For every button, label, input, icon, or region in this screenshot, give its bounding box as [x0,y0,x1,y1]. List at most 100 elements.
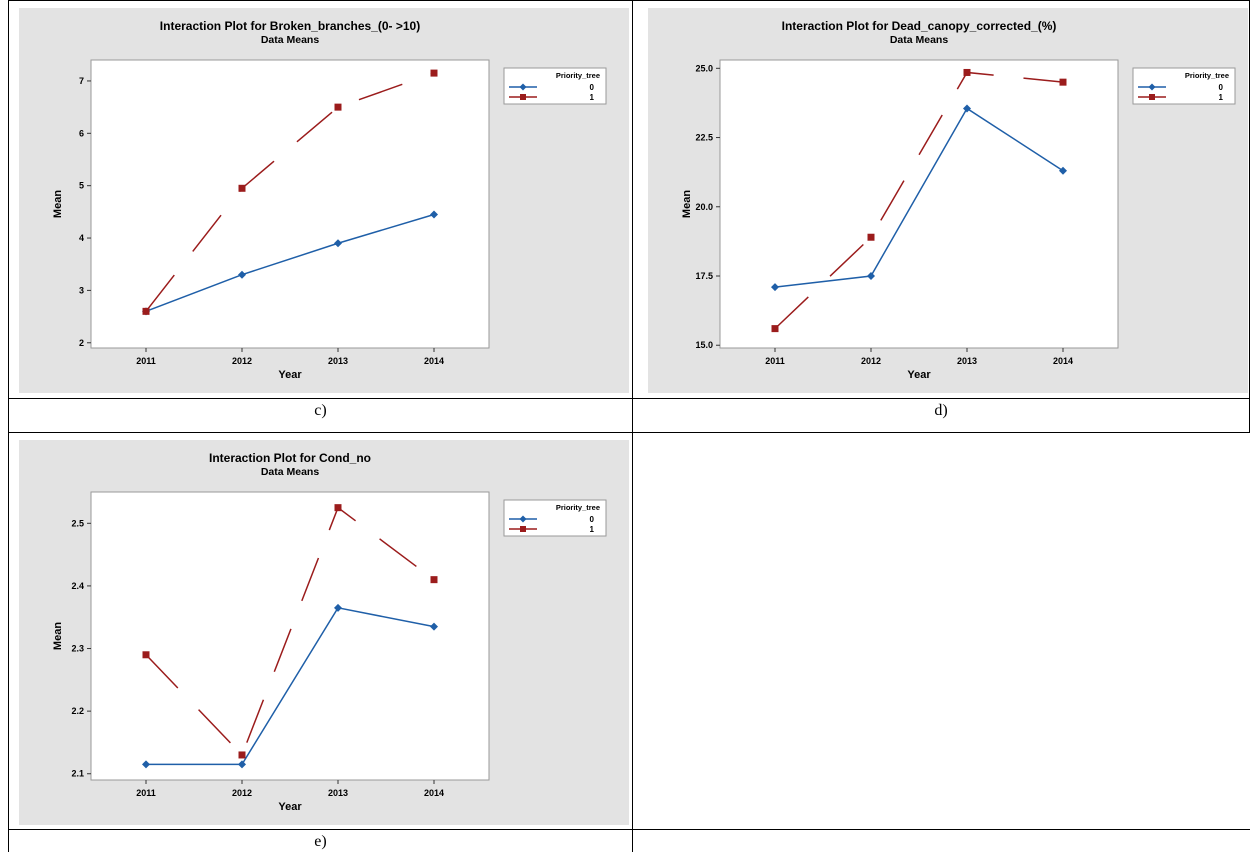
series-line-1 [145,72,435,312]
data-point-1 [142,651,150,659]
plot-area [90,491,490,781]
legend-title: Priority_tree [556,71,600,80]
table-border-middle [632,0,633,852]
data-point-1 [334,504,342,512]
y-tick-label: 7 [79,76,84,86]
data-point-0 [771,283,779,292]
legend-swatch-marker [1149,94,1155,100]
chart-subtitle: Data Means [261,466,320,478]
y-tick-label: 2.5 [71,518,84,528]
chart-title: Interaction Plot for Cond_no [209,451,371,465]
data-point-0 [142,760,150,769]
y-axis-label: Mean [52,622,64,650]
x-tick-label: 2013 [328,788,348,798]
y-tick-label: 2.3 [71,644,84,654]
legend-entry-label: 1 [590,93,595,102]
y-axis-label: Mean [681,190,693,218]
x-tick-label: 2012 [861,356,881,366]
data-point-1 [1059,78,1067,86]
plot-area [90,59,490,349]
y-tick-label: 2.2 [71,706,84,716]
series-line-1 [145,506,435,757]
chart-panel-d: Interaction Plot for Dead_canopy_correct… [648,8,1248,393]
legend-title: Priority_tree [556,503,600,512]
y-tick-label: 2.4 [71,581,84,591]
series-line-0 [145,213,435,313]
data-point-1 [238,751,246,759]
legend-swatch-marker [519,515,527,523]
x-tick-label: 2011 [136,788,156,798]
caption-c: c) [314,402,327,419]
chart-panel-c: Interaction Plot for Broken_branches_(0-… [19,8,629,393]
legend-entry-label: 0 [590,83,595,92]
data-point-0 [430,210,438,219]
data-point-1 [430,576,438,584]
x-tick-label: 2011 [765,356,785,366]
x-tick-label: 2011 [136,356,156,366]
x-tick-label: 2012 [232,788,252,798]
legend: Priority_tree 01 [503,67,607,105]
y-tick-label: 6 [79,128,84,138]
chart-panel-e: Interaction Plot for Cond_no Data Means 2.… [19,440,629,825]
chart-title: Interaction Plot for Dead_canopy_correct… [782,19,1057,33]
x-axis-label: Year [907,369,931,381]
table-row-divider-3 [8,829,1250,830]
data-point-0 [334,239,342,248]
data-point-1 [430,69,438,77]
chart-c: Interaction Plot for Broken_branches_(0-… [19,8,629,393]
legend-entry-label: 0 [1219,83,1224,92]
y-tick-label: 3 [79,285,84,295]
legend-entry-label: 1 [590,525,595,534]
data-point-1 [334,103,342,111]
table-row-divider-1 [8,398,1250,399]
x-tick-label: 2014 [424,788,444,798]
y-tick-label: 25.0 [695,63,713,73]
data-point-0 [430,622,438,631]
y-tick-label: 4 [79,233,84,243]
chart-d: Interaction Plot for Dead_canopy_correct… [648,8,1248,393]
y-tick-label: 17.5 [695,271,713,281]
table-border-left [8,0,9,852]
legend-swatch-marker [520,94,526,100]
x-axis-label: Year [278,369,302,381]
data-point-0 [867,272,875,280]
x-tick-label: 2012 [232,356,252,366]
y-tick-label: 20.0 [695,202,713,212]
plot-area [719,59,1119,349]
data-point-0 [334,603,342,612]
caption-e: e) [314,833,327,850]
data-point-0 [238,270,246,279]
data-point-1 [963,68,971,76]
data-point-1 [867,233,875,241]
legend: Priority_tree 01 [1132,67,1236,105]
legend: Priority_tree 01 [503,499,607,537]
y-tick-label: 2.1 [71,769,84,779]
table-border-top [8,0,1250,1]
series-line-0 [774,107,1064,288]
caption-d: d) [934,402,948,419]
x-tick-label: 2014 [1053,356,1073,366]
chart-subtitle: Data Means [890,34,949,46]
chart-subtitle: Data Means [261,34,320,46]
legend-entry-label: 0 [590,515,595,524]
legend-swatch-marker [1148,83,1156,91]
y-axis-label: Mean [52,190,64,218]
chart-title: Interaction Plot for Broken_branches_(0-… [160,19,420,33]
data-point-0 [1059,166,1067,175]
legend-swatch-marker [520,526,526,532]
data-point-1 [238,184,246,192]
y-tick-label: 5 [79,181,84,191]
x-tick-label: 2013 [957,356,977,366]
series-line-0 [146,606,435,766]
data-point-1 [142,307,150,315]
y-tick-label: 22.5 [695,133,713,143]
legend-swatch-marker [519,83,527,91]
x-tick-label: 2013 [328,356,348,366]
data-point-1 [771,325,779,333]
y-tick-label: 15.0 [695,340,713,350]
y-tick-label: 2 [79,338,84,348]
table-row-divider-2 [8,432,1250,433]
legend-title: Priority_tree [1185,71,1229,80]
legend-entry-label: 1 [1219,93,1224,102]
